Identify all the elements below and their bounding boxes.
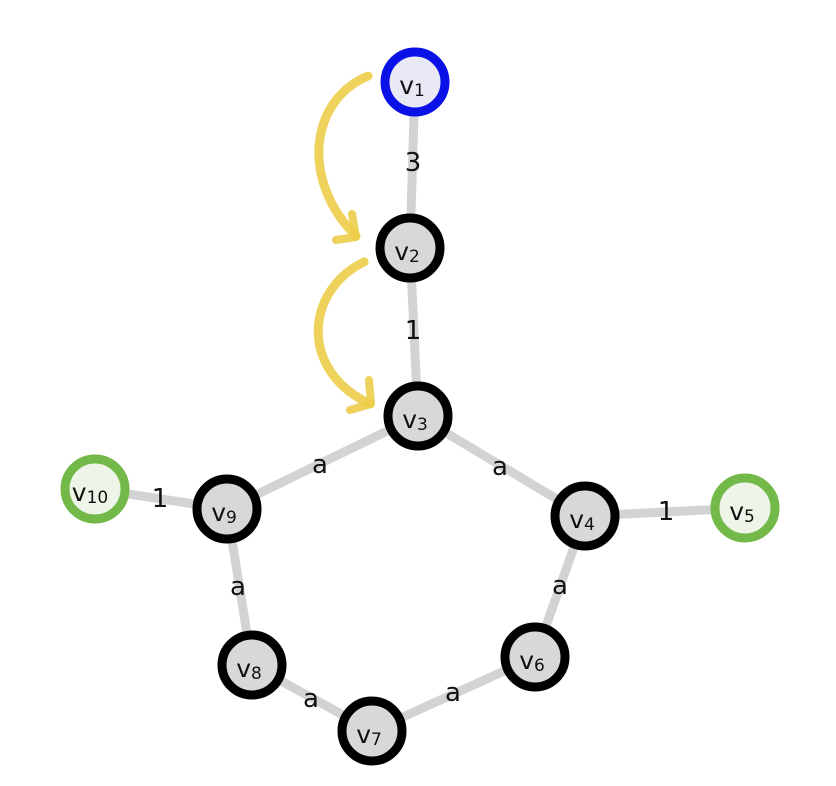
node-label-subscript: 9 [226, 508, 237, 528]
node-label-subscript: 1 [414, 81, 425, 101]
node-v2: v2 [375, 213, 445, 283]
edge-label-v8-v9: a [230, 572, 246, 602]
edge-labels: 3 1 a 1 a a a a a 1 [152, 148, 675, 714]
node-label-base: v [399, 71, 414, 100]
node-label-subscript: 3 [417, 415, 428, 435]
node-v5: v5 [710, 473, 780, 543]
node-label-base: v [236, 654, 251, 683]
node-label-subscript: 6 [534, 656, 545, 676]
node-v8: v8 [217, 630, 287, 700]
node-circle [217, 630, 287, 700]
node-v3: v3 [383, 381, 453, 451]
node-v4: v4 [550, 481, 620, 551]
node-circle [383, 381, 453, 451]
node-label-base: v [72, 478, 87, 507]
node-label: v10 [72, 478, 108, 509]
node-label-subscript: 2 [409, 247, 420, 267]
node-label-base: v [356, 720, 371, 749]
edge-label-v3-v4: a [492, 452, 508, 482]
edge-label-v2-v3: 1 [405, 316, 422, 346]
node-v1: v1 [380, 47, 450, 117]
node-circle [550, 481, 620, 551]
edge-label-v1-v2: 3 [405, 148, 422, 178]
path-arrows [313, 71, 375, 414]
node-v10: v10 [60, 454, 130, 524]
node-label: v1 [399, 71, 425, 102]
node-label: v5 [729, 497, 755, 528]
node-label-subscript: 5 [744, 507, 755, 527]
path-arrow-v2-v3 [313, 257, 375, 414]
node-label-base: v [402, 405, 417, 434]
node-label-subscript: 4 [584, 515, 595, 535]
path-arrow-v1-v2 [314, 71, 373, 244]
node-circle [337, 696, 407, 766]
node-circle [710, 473, 780, 543]
edge-label-v9-v3: a [312, 450, 328, 480]
node-v7: v7 [337, 696, 407, 766]
node-label: v8 [236, 654, 262, 685]
node-circle [375, 213, 445, 283]
edge-label-v4-v6: a [552, 571, 568, 601]
edge-label-v7-v8: a [303, 684, 319, 714]
node-circle [60, 454, 130, 524]
edge-label-v9-v10: 1 [152, 484, 169, 514]
node-label: v4 [569, 505, 595, 536]
node-label: v3 [402, 405, 428, 436]
edge-label-v4-v5: 1 [658, 497, 675, 527]
node-circle [380, 47, 450, 117]
node-v6: v6 [500, 622, 570, 692]
node-label: v2 [394, 237, 420, 268]
node-circle [500, 622, 570, 692]
node-label: v9 [211, 498, 237, 529]
path-arrow-head [332, 210, 360, 244]
node-label-subscript: 7 [371, 730, 382, 750]
edge-label-v6-v7: a [445, 678, 461, 708]
node-label-base: v [519, 646, 534, 675]
node-label: v6 [519, 646, 545, 677]
node-label-base: v [394, 237, 409, 266]
edge-v9-v3 [222, 411, 423, 514]
path-arrow-head [346, 376, 375, 414]
node-label-base: v [211, 498, 226, 527]
path-arrow-curve [314, 71, 373, 241]
node-label: v7 [356, 720, 382, 751]
node-label-base: v [729, 497, 744, 526]
node-label-subscript: 10 [87, 488, 109, 508]
node-label-subscript: 8 [251, 664, 262, 684]
path-arrow-curve [313, 257, 375, 409]
node-label-base: v [569, 505, 584, 534]
node-circle [192, 474, 262, 544]
node-v9: v9 [192, 474, 262, 544]
